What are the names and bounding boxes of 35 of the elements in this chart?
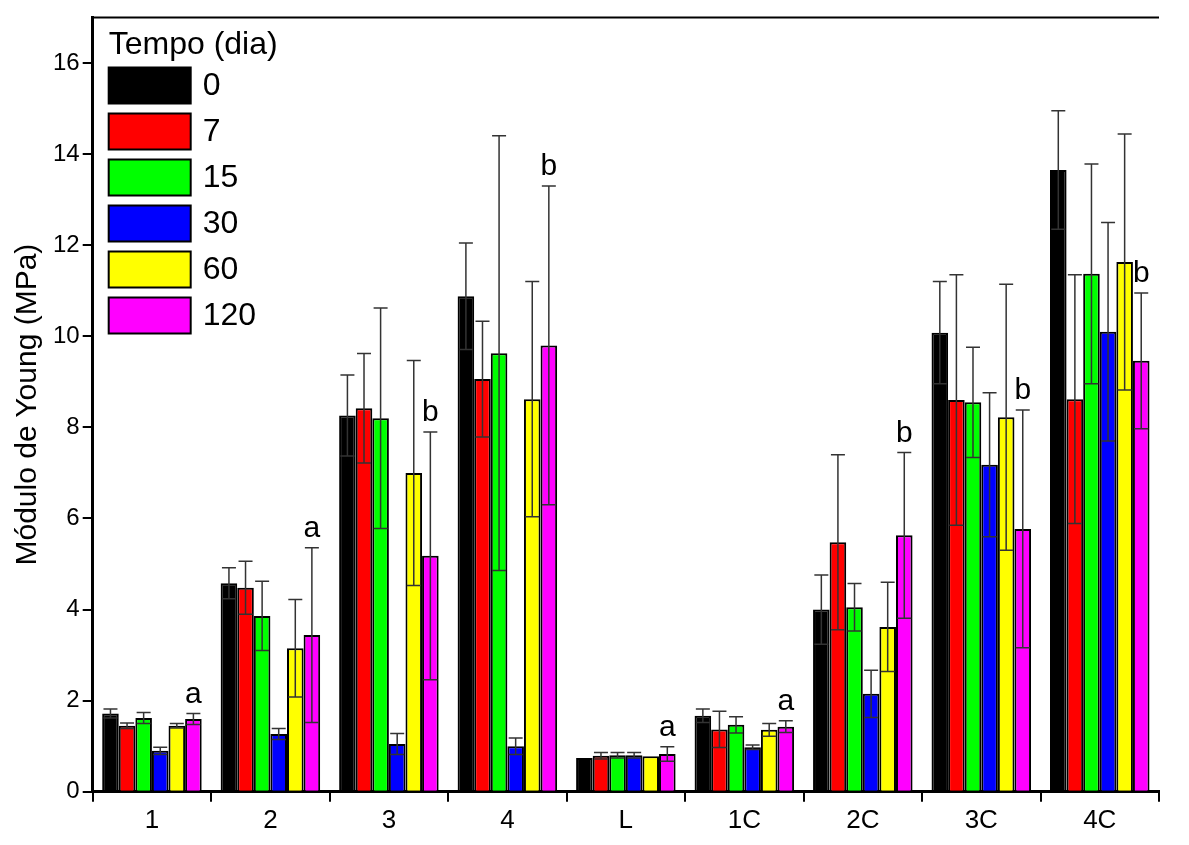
legend-label: 7 [202,112,221,149]
x-tick-label: L [618,803,634,834]
annotation: a [658,708,676,742]
x-tick-label: 3 [381,803,397,834]
y-tick-label: 4 [66,594,80,622]
x-tick-label: 4 [500,803,515,834]
legend-label: 0 [202,66,221,103]
y-tick-label: 2 [66,685,80,713]
y-tick-label: 10 [52,320,80,348]
y-tick-label: 14 [52,138,80,166]
y-tick-label: 6 [66,503,80,531]
y-tick-label: 12 [52,229,80,257]
legend-label: 15 [202,158,239,195]
y-axis-title: Módulo de Young (MPa) [9,243,43,566]
x-tick-label: 4C [1083,803,1117,834]
x-tick-label: 3C [964,803,998,834]
legend-label: 120 [202,296,257,333]
annotation: b [1014,372,1032,406]
annotation: a [185,675,203,709]
annotation: b [540,148,558,182]
annotation: b [1132,255,1150,289]
x-tick-label: 2C [846,803,880,834]
annotation: a [777,683,795,716]
annotation: b [422,394,439,428]
legend-label: 60 [202,250,239,287]
legend-title: Tempo (dia) [108,25,278,62]
annotation: a [303,509,321,543]
y-tick-label: 0 [66,776,80,804]
y-tick-label: 8 [66,412,80,439]
y-tick-label: 16 [52,47,80,75]
legend-label: 30 [202,204,239,241]
x-tick-label: 2 [263,803,278,834]
x-tick-label: 1C [727,803,761,834]
annotation: b [895,414,913,448]
x-tick-label: 1 [144,803,160,834]
